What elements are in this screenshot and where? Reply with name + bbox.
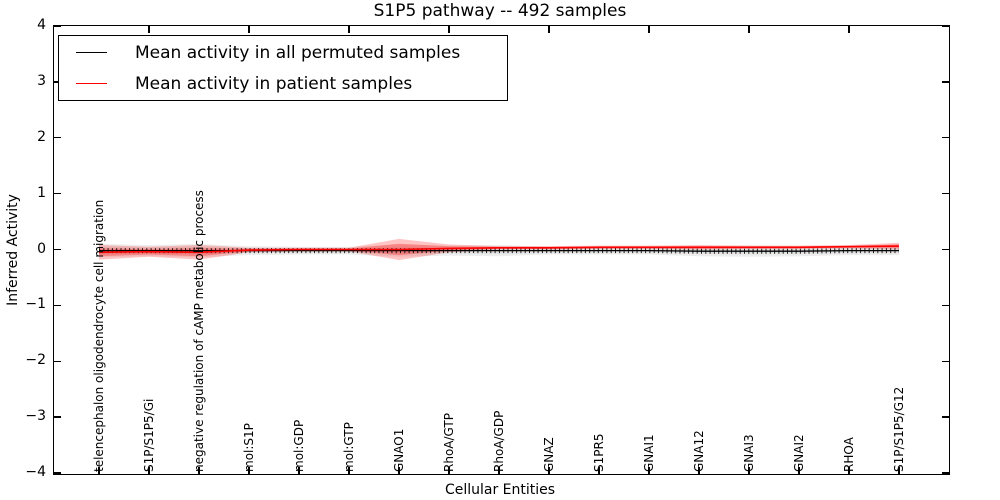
x-tick-bottom	[248, 467, 250, 474]
x-tick-top	[148, 26, 150, 33]
x-tick-bottom	[198, 467, 200, 474]
x-tick-top	[448, 26, 450, 33]
x-tick-label: negative regulation of cAMP metabolic pr…	[192, 190, 206, 472]
y-tick-left	[54, 192, 61, 195]
y-tick-left	[54, 472, 61, 474]
legend-label-patient: Mean activity in patient samples	[135, 73, 413, 94]
x-tick-label: S1P/S1P5/G12	[892, 386, 906, 472]
x-tick-top	[348, 26, 350, 33]
x-tick-top	[648, 26, 650, 33]
chart-title: S1P5 pathway -- 492 samples	[373, 1, 627, 21]
y-tick-label-−3: −3	[25, 408, 46, 425]
y-tick-label-1: 1	[37, 184, 46, 201]
legend-entry-patient: Mean activity in patient samples	[59, 70, 507, 98]
y-tick-label-0: 0	[37, 240, 46, 257]
x-tick-label: mol:GTP	[342, 422, 356, 472]
x-tick-label: S1P/S1P5/Gi	[142, 398, 156, 472]
y-tick-right	[942, 304, 949, 307]
legend-entry-permuted: Mean activity in all permuted samples	[59, 39, 507, 67]
x-tick-label: RhoA/GDP	[492, 410, 506, 472]
legend-line-black	[76, 52, 107, 53]
x-tick-label: mol:GDP	[292, 419, 306, 472]
y-tick-right	[942, 25, 949, 27]
x-tick-top	[248, 26, 250, 33]
x-tick-top	[748, 26, 750, 33]
x-tick-bottom	[348, 467, 350, 474]
x-tick-bottom	[898, 467, 900, 474]
chart-canvas	[98, 238, 900, 261]
x-tick-bottom	[498, 467, 500, 474]
x-tick-bottom	[698, 467, 700, 474]
y-tick-label-4: 4	[37, 17, 46, 33]
legend: Mean activity in all permuted samples Me…	[58, 35, 508, 101]
y-tick-left	[54, 137, 61, 139]
legend-line-red	[76, 83, 107, 84]
y-tick-right	[942, 81, 949, 83]
x-tick-bottom	[98, 467, 100, 474]
y-tick-left	[54, 25, 61, 27]
y-tick-label-3: 3	[37, 72, 46, 89]
x-tick-bottom	[298, 467, 300, 474]
plot-area: telencephalon oligodendrocyte cell migra…	[53, 25, 950, 475]
x-tick-bottom	[648, 467, 650, 474]
x-tick-label: GNAO1	[392, 428, 406, 472]
x-tick-bottom	[598, 467, 600, 474]
y-tick-label-−1: −1	[25, 296, 46, 313]
y-tick-left	[54, 416, 61, 418]
y-tick-right	[942, 248, 949, 251]
x-tick-label: mol:S1P	[242, 423, 256, 472]
y-tick-right	[942, 416, 949, 418]
y-tick-label-−4: −4	[25, 464, 46, 480]
x-tick-bottom	[748, 467, 750, 474]
x-tick-bottom	[148, 467, 150, 474]
x-tick-bottom	[398, 467, 400, 474]
x-tick-bottom	[848, 467, 850, 474]
x-tick-top	[848, 26, 850, 33]
patient-mean-line	[98, 245, 900, 254]
y-tick-label-2: 2	[37, 128, 46, 145]
x-axis-label: Cellular Entities	[444, 482, 556, 498]
y-tick-right	[942, 360, 949, 362]
x-tick-top	[548, 26, 550, 33]
x-tick-label: GNA12	[692, 430, 706, 472]
x-tick-bottom	[798, 467, 800, 474]
x-tick-label: telencephalon oligodendrocyte cell migra…	[92, 199, 106, 472]
y-tick-left	[54, 248, 61, 251]
y-tick-right	[942, 472, 949, 474]
x-tick-bottom	[448, 467, 450, 474]
y-tick-right	[942, 137, 949, 139]
y-tick-left	[54, 304, 61, 307]
y-tick-label-−2: −2	[25, 352, 46, 369]
y-tick-left	[54, 360, 61, 362]
x-tick-bottom	[548, 467, 550, 474]
y-tick-right	[942, 192, 949, 195]
y-tick-left	[54, 81, 61, 83]
x-tick-label: RhoA/GTP	[442, 413, 456, 472]
legend-label-permuted: Mean activity in all permuted samples	[135, 42, 461, 63]
